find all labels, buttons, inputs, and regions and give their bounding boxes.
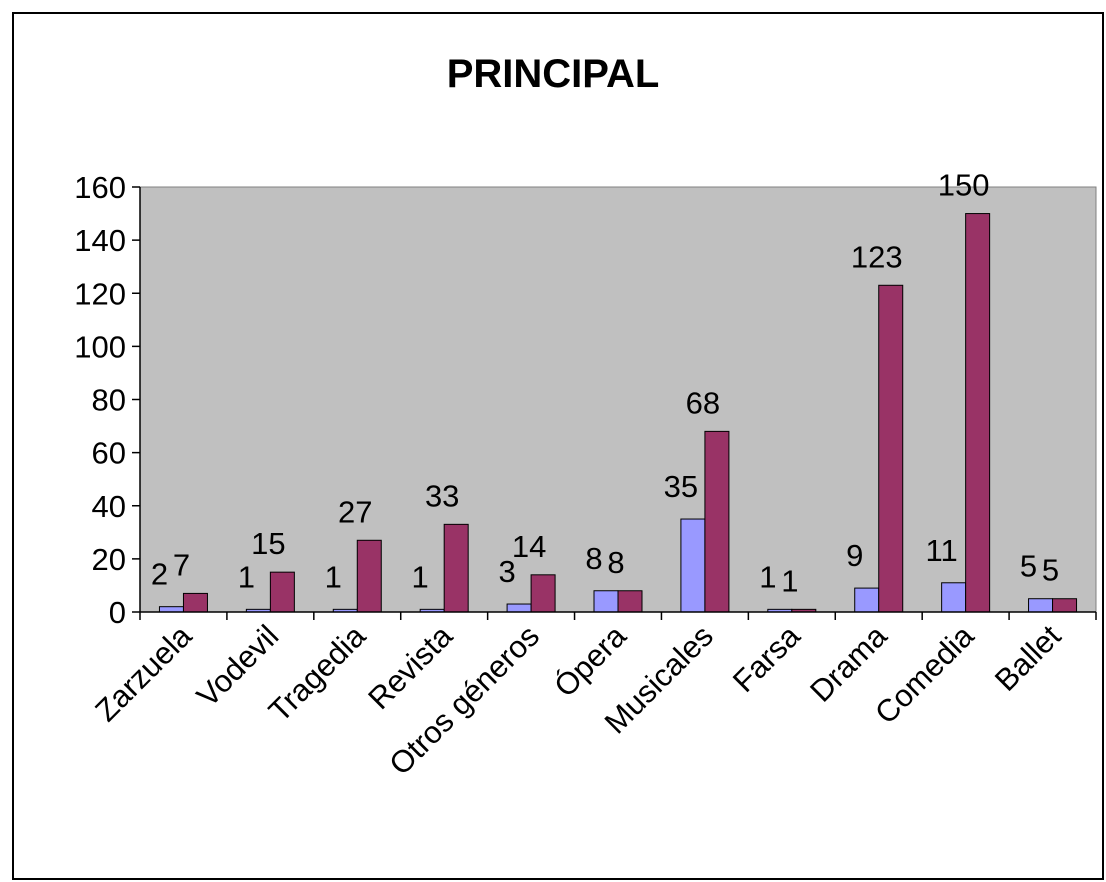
bar-series-2 bbox=[443, 523, 469, 613]
y-tick-label: 120 bbox=[74, 276, 126, 311]
bar-series-1 bbox=[941, 582, 967, 613]
data-label-series-2: 5 bbox=[1042, 553, 1059, 588]
bar-series-2 bbox=[1052, 598, 1078, 613]
bar-series-2 bbox=[182, 592, 208, 613]
data-label-series-1: 1 bbox=[412, 559, 429, 594]
x-tick-label: Zarzuela bbox=[88, 618, 199, 729]
plot-area bbox=[139, 186, 1097, 613]
y-tick-label: 100 bbox=[74, 329, 126, 364]
y-tick-label: 60 bbox=[92, 436, 126, 471]
data-label-series-1: 11 bbox=[926, 533, 958, 568]
bar-series-1 bbox=[158, 606, 184, 613]
bar-series-1 bbox=[1028, 598, 1054, 613]
x-tick-label: Farsa bbox=[726, 618, 807, 699]
data-label-series-2: 1 bbox=[781, 563, 798, 598]
bar-series-2 bbox=[965, 213, 991, 613]
data-label-series-1: 9 bbox=[846, 538, 863, 573]
data-label-series-2: 150 bbox=[938, 168, 990, 203]
y-tick-label: 160 bbox=[74, 170, 126, 205]
bar-series-1 bbox=[854, 587, 880, 613]
x-tick-label: Otros géneros bbox=[382, 618, 546, 782]
y-tick-label: 80 bbox=[92, 383, 126, 418]
x-tick-label: Ópera bbox=[547, 618, 633, 704]
data-label-series-2: 33 bbox=[425, 478, 459, 513]
bar-series-2 bbox=[704, 430, 730, 613]
y-tick-label: 20 bbox=[92, 542, 126, 577]
x-tick-label: Ballet bbox=[988, 618, 1068, 698]
y-tick-label: 40 bbox=[92, 489, 126, 524]
bar-series-2 bbox=[530, 574, 556, 613]
data-label-series-2: 27 bbox=[338, 494, 372, 529]
data-label-series-1: 8 bbox=[585, 541, 602, 576]
bar-series-1 bbox=[593, 590, 619, 613]
y-tick-label: 0 bbox=[109, 595, 126, 630]
data-label-series-2: 14 bbox=[512, 529, 546, 564]
bar-series-1 bbox=[680, 518, 706, 613]
bar-series-2 bbox=[878, 284, 904, 613]
data-label-series-1: 35 bbox=[664, 469, 698, 504]
x-tick-label: Tragedia bbox=[262, 618, 373, 729]
data-label-series-2: 68 bbox=[686, 385, 720, 420]
data-label-series-2: 8 bbox=[607, 545, 624, 580]
chart-title: PRINCIPAL bbox=[446, 52, 660, 96]
data-label-series-1: 5 bbox=[1020, 549, 1037, 584]
data-label-series-1: 1 bbox=[325, 559, 342, 594]
data-label-series-1: 3 bbox=[498, 554, 515, 589]
data-label-series-1: 2 bbox=[151, 557, 168, 592]
data-label-series-1: 1 bbox=[238, 559, 255, 594]
y-axis-ticks: 0 20 40 60 80 100 120 140 160 bbox=[74, 170, 140, 630]
bar-series-2 bbox=[617, 590, 643, 613]
data-label-series-2: 7 bbox=[173, 547, 190, 582]
data-label-series-2: 123 bbox=[851, 239, 903, 274]
data-label-series-2: 15 bbox=[251, 526, 285, 561]
data-label-series-1: 1 bbox=[759, 559, 776, 594]
bar-series-2 bbox=[269, 571, 295, 613]
bar-series-1 bbox=[506, 603, 532, 613]
y-tick-label: 140 bbox=[74, 223, 126, 258]
bar-series-2 bbox=[356, 539, 382, 613]
